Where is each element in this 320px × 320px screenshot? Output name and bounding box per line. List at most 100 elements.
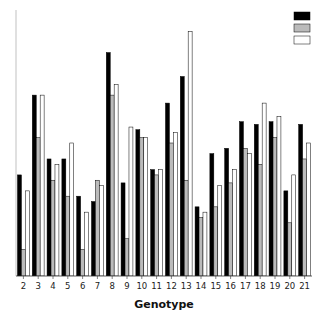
bar xyxy=(85,212,89,276)
bar xyxy=(299,124,303,276)
bar xyxy=(136,130,140,276)
x-tick xyxy=(215,276,216,279)
bar xyxy=(151,170,155,276)
legend-swatch xyxy=(294,36,310,44)
x-tick-label: 10 xyxy=(136,281,147,291)
bar xyxy=(229,183,233,276)
bar xyxy=(140,138,144,276)
bar xyxy=(277,116,281,276)
x-tick xyxy=(38,276,39,279)
bar xyxy=(32,95,36,276)
x-tick xyxy=(186,276,187,279)
bar xyxy=(106,53,110,276)
bar xyxy=(144,138,148,276)
bar xyxy=(188,31,192,276)
bar xyxy=(110,95,114,276)
bar xyxy=(121,183,125,276)
bar xyxy=(284,191,288,276)
bar xyxy=(40,95,44,276)
x-tick xyxy=(112,276,113,279)
bar xyxy=(155,175,159,276)
bar xyxy=(180,77,184,277)
bar xyxy=(273,138,277,276)
x-tick-label: 5 xyxy=(65,281,70,291)
bar xyxy=(254,124,258,276)
bar xyxy=(184,180,188,276)
bar xyxy=(114,84,118,276)
x-tick xyxy=(289,276,290,279)
x-tick xyxy=(97,276,98,279)
y-axis-line xyxy=(16,10,17,276)
chart: 23456789 10 11 12 13 1415 16 17 18 1920 21 Genotype xyxy=(0,0,320,320)
x-tick-label: 14 xyxy=(196,281,207,291)
x-tick-label: 19 xyxy=(270,281,281,291)
x-tick xyxy=(53,276,54,279)
bar xyxy=(307,143,311,276)
bar xyxy=(21,249,25,276)
bar xyxy=(288,223,292,276)
x-tick-label: 13 xyxy=(181,281,192,291)
bar xyxy=(169,143,173,276)
x-tick-label: 2 xyxy=(21,281,26,291)
x-tick-label: 8 xyxy=(109,281,114,291)
bar xyxy=(225,148,229,276)
bar xyxy=(247,154,251,276)
bar xyxy=(233,170,237,276)
bar xyxy=(243,148,247,276)
x-tick-label: 17 xyxy=(240,281,251,291)
x-tick-label: 11 xyxy=(151,281,162,291)
x-tick xyxy=(275,276,276,279)
bar xyxy=(25,191,29,276)
x-tick-label: 20 xyxy=(284,281,295,291)
bar xyxy=(125,239,129,276)
x-tick xyxy=(201,276,202,279)
bar xyxy=(159,170,163,276)
bars xyxy=(17,31,310,276)
x-tick-label: 4 xyxy=(50,281,55,291)
x-tick xyxy=(67,276,68,279)
bar xyxy=(303,159,307,276)
bar xyxy=(51,180,55,276)
x-tick-label: 16 xyxy=(225,281,236,291)
bar xyxy=(70,143,74,276)
bar xyxy=(99,186,103,276)
x-tick-label: 3 xyxy=(35,281,40,291)
x-tick xyxy=(127,276,128,279)
x-tick xyxy=(82,276,83,279)
x-tick xyxy=(260,276,261,279)
bar xyxy=(292,175,296,276)
x-tick xyxy=(23,276,24,279)
x-tick-label: 6 xyxy=(80,281,85,291)
x-tick xyxy=(171,276,172,279)
bar xyxy=(218,186,222,276)
bar xyxy=(77,196,81,276)
bar xyxy=(62,159,66,276)
bar xyxy=(214,207,218,276)
x-tick-label: 7 xyxy=(95,281,100,291)
x-axis-line xyxy=(16,276,312,277)
x-tick xyxy=(141,276,142,279)
bar xyxy=(95,180,99,276)
x-axis-label: Genotype xyxy=(134,298,194,311)
x-tick xyxy=(245,276,246,279)
x-tick-label: 18 xyxy=(255,281,266,291)
x-tick xyxy=(304,276,305,279)
x-tick-label: 15 xyxy=(210,281,221,291)
bar xyxy=(66,196,70,276)
bar xyxy=(269,122,273,276)
bar xyxy=(258,164,262,276)
bar xyxy=(17,175,21,276)
bar xyxy=(239,122,243,276)
bar xyxy=(36,138,40,276)
x-tick xyxy=(156,276,157,279)
bar xyxy=(173,132,177,276)
x-tick-label: 9 xyxy=(124,281,129,291)
bar xyxy=(262,103,266,276)
bar xyxy=(91,202,95,276)
legend-swatch xyxy=(294,24,310,32)
x-tick-label: 21 xyxy=(299,281,310,291)
bar xyxy=(81,249,85,276)
bar xyxy=(129,127,133,276)
legend-swatch xyxy=(294,12,310,20)
x-tick-label: 12 xyxy=(166,281,177,291)
